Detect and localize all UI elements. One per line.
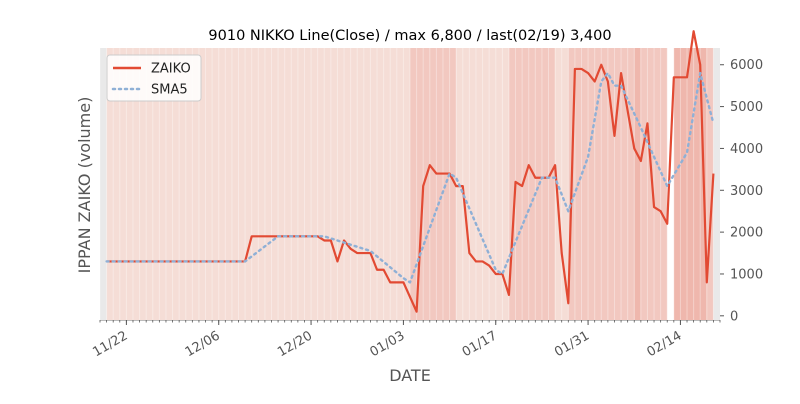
band bbox=[640, 48, 668, 320]
x-tick-label: 01/03 bbox=[367, 328, 407, 360]
band bbox=[713, 48, 720, 320]
x-tick-label: 12/06 bbox=[183, 328, 223, 360]
y-tick-label: 1000 bbox=[730, 267, 763, 282]
x-tick-label: 11/22 bbox=[90, 328, 130, 360]
band bbox=[555, 48, 569, 320]
y-tick-label: 0 bbox=[730, 309, 738, 324]
band bbox=[456, 48, 503, 320]
band bbox=[634, 48, 641, 320]
legend: ZAIKO SMA5 bbox=[106, 54, 202, 102]
x-tick-label: 01/17 bbox=[460, 328, 500, 360]
series-line-zaiko bbox=[106, 30, 715, 313]
band bbox=[100, 48, 107, 320]
x-tick-label: 12/20 bbox=[275, 328, 315, 360]
y-axis-ticks: 0 1000 2000 3000 4000 5000 6000 bbox=[720, 58, 763, 324]
legend-sma5-label: SMA5 bbox=[151, 83, 188, 98]
x-tick-label: 02/14 bbox=[644, 328, 684, 360]
y-tick-label: 2000 bbox=[730, 226, 763, 241]
y-tick-label: 5000 bbox=[730, 100, 763, 115]
x-axis-ticks: 11/22 12/06 12/20 01/03 01/17 01/31 02/14 bbox=[90, 320, 721, 360]
band bbox=[502, 48, 509, 320]
series-line-sma5 bbox=[105, 71, 715, 284]
series-layer bbox=[105, 30, 715, 313]
chart-title: 9010 NIKKO Line(Close) / max 6,800 / las… bbox=[208, 28, 611, 44]
x-tick-label: 01/31 bbox=[552, 328, 592, 360]
band bbox=[706, 48, 714, 320]
y-axis-label: IPPAN ZAIKO (volume) bbox=[75, 97, 94, 274]
y-tick-label: 6000 bbox=[730, 58, 763, 73]
y-tick-label: 3000 bbox=[730, 184, 763, 199]
legend-zaiko-label: ZAIKO bbox=[151, 62, 191, 77]
x-axis-label: DATE bbox=[389, 366, 431, 385]
y-tick-label: 4000 bbox=[730, 142, 763, 157]
band bbox=[508, 48, 556, 320]
